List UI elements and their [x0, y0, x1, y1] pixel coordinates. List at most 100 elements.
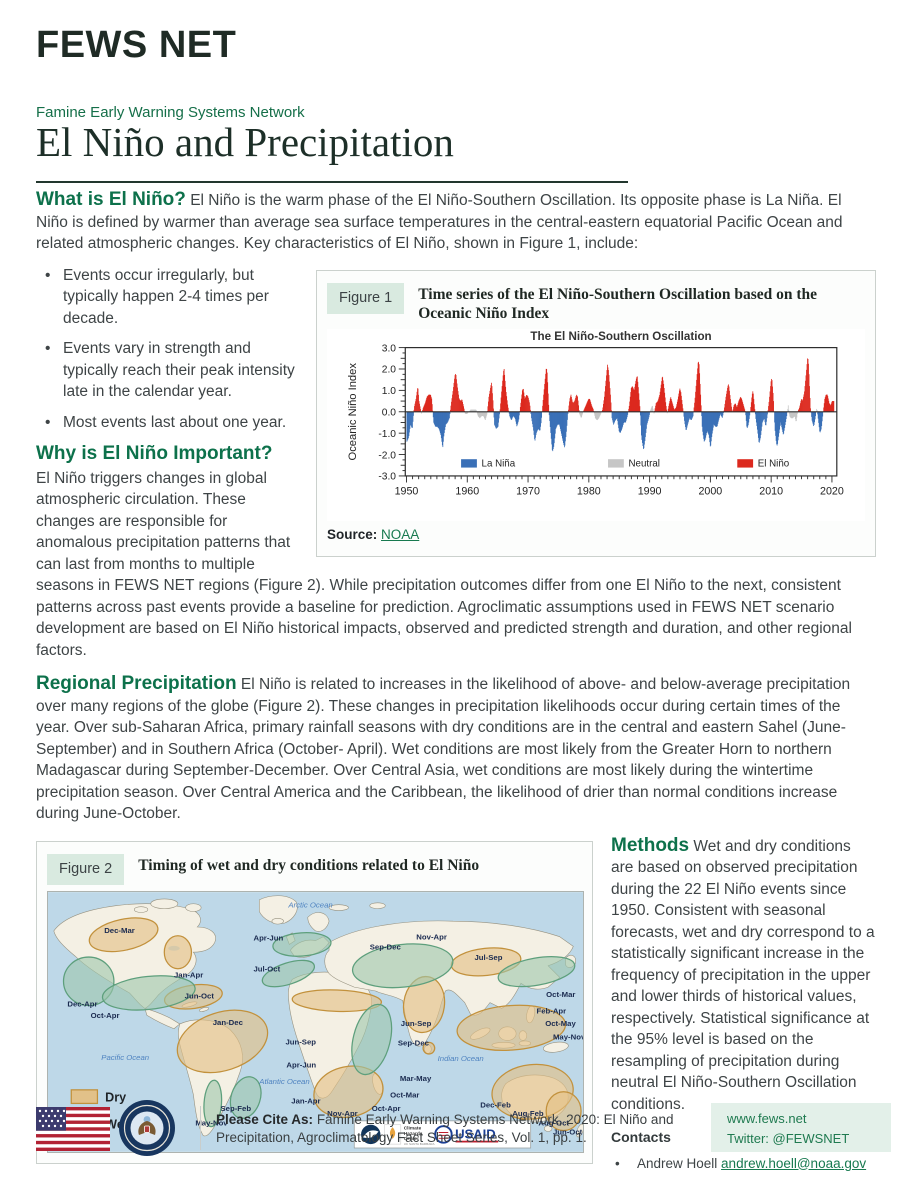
figure1-source: Source: NOAA [327, 524, 865, 546]
usaid-logo: USAID [455, 1126, 496, 1141]
svg-text:2000: 2000 [698, 485, 722, 497]
map-region-label: Jun-Oct [185, 992, 215, 1001]
why-text: El Niño triggers changes in global atmos… [36, 469, 852, 659]
svg-text:-2.0: -2.0 [378, 450, 396, 461]
contact-email-link[interactable]: andrew.hoell@noaa.gov [721, 1155, 867, 1171]
map-region-label: Jan-Apr [291, 1096, 320, 1105]
map-region-label: Oct-Mar [546, 990, 575, 999]
contacts-heading: Contacts [611, 1129, 671, 1145]
map-region-label: Feb-Apr [536, 1006, 566, 1015]
chc-label-3: Center [404, 1136, 419, 1142]
page-title: El Niño and Precipitation [36, 119, 454, 165]
legend-swatch [737, 458, 754, 468]
map-wet-region [261, 959, 316, 988]
regional-section: Regional Precipitation El Niño is relate… [36, 673, 876, 825]
figure2-header: Figure 2 Timing of wet and dry condition… [47, 853, 582, 885]
map-region-label: Dec-Mar [104, 926, 135, 935]
map-legend-swatch [70, 1089, 99, 1105]
footer-divider [200, 1106, 201, 1150]
citation-text: Famine Early Warning Systems Network, 20… [216, 1112, 674, 1145]
map-region-label: Nov-Apr [416, 933, 447, 942]
ocean-label: Indian Ocean [438, 1054, 484, 1063]
contacts-list: Andrew Hoell andrew.hoell@noaa.govLaura … [611, 1153, 876, 1178]
bullet-item: Events vary in strength and typically re… [36, 338, 876, 403]
fews-twitter-link[interactable]: Twitter: @FEWSNET [727, 1131, 850, 1146]
map-region-label: Jun-Sep [401, 1019, 432, 1028]
map-overlay: Arctic Ocean Pacific Ocean Atlantic Ocean I… [62, 901, 584, 1136]
legend-swatch [608, 458, 624, 468]
us-department-of-state-seal [119, 1100, 175, 1156]
svg-text:1980: 1980 [577, 485, 601, 497]
source-label: Source: [327, 527, 378, 542]
map-region-label: Sep-Feb [221, 1104, 252, 1113]
ocean-label: Pacific Ocean [101, 1053, 149, 1062]
regional-text: El Niño is related to increases in the l… [36, 676, 851, 822]
contact-item: Andrew Hoell andrew.hoell@noaa.gov [611, 1153, 876, 1175]
legend-label: Neutral [628, 458, 659, 469]
figure2-badge: Figure 2 [47, 853, 125, 885]
chc-sublabel: UC SANTA BARBARA [404, 1142, 436, 1146]
bullet-item: Events occur irregularly, but typically … [36, 265, 876, 330]
map-wet-region [203, 1079, 223, 1128]
svg-text:1950: 1950 [395, 485, 419, 497]
map-dry-region [176, 1009, 269, 1074]
map-region-label: May-Nov [553, 1032, 584, 1041]
map-wet-region [229, 1076, 262, 1119]
map-dry-region [313, 1065, 384, 1119]
map-wet-region [497, 956, 576, 988]
what-section: What is El Niño? El Niño is the warm pha… [36, 189, 876, 255]
why-heading: Why is El Niño Important? [36, 443, 273, 464]
map-region-label: Jun-Sep [285, 1037, 316, 1046]
svg-text:2020: 2020 [820, 485, 844, 497]
map-region-label: Oct-Mar [390, 1091, 419, 1100]
legend-label: El Niño [758, 458, 790, 469]
map-region-label: Dec-Apr [67, 999, 97, 1008]
map-region-label: Oct-Apr [91, 1011, 120, 1020]
us-flag-icon [36, 1107, 110, 1151]
citation-label: Please Cite As: [216, 1112, 314, 1127]
map-wet-region [101, 975, 196, 1011]
bullet-item: Most events last about one year. [36, 412, 876, 434]
chc-label-2: Hazards [404, 1131, 423, 1137]
map-dry-region [163, 935, 193, 970]
map-region-label: Jul-Oct [253, 965, 280, 974]
map-region-label: Apr-Jun [286, 1061, 316, 1070]
svg-text:-1.0: -1.0 [378, 428, 396, 439]
fews-website-link[interactable]: www.fews.net [727, 1111, 807, 1126]
map-wet-region [351, 1003, 393, 1076]
map-dry-region [88, 917, 159, 953]
legend-label: La Niña [482, 458, 516, 469]
map-region-label: Sep-Dec [398, 1038, 430, 1047]
map-region-label: May-Nov [195, 1119, 228, 1128]
map-region-label: Sep-Dec [370, 942, 402, 951]
ocean-label: Arctic Ocean [287, 901, 332, 910]
svg-text:2010: 2010 [759, 485, 783, 497]
map-region-label: Jul-Sep [474, 953, 502, 962]
map-region-label: Dec-Feb [480, 1100, 511, 1109]
map-region-label: Oct-Apr [372, 1104, 401, 1113]
map-region-label: Apr-Jun [253, 934, 283, 943]
right-column: Methods Wet and dry conditions are based… [611, 835, 876, 1178]
map-region-label: Jan-Apr [174, 970, 203, 979]
citation: Please Cite As: Famine Early Warning Sys… [216, 1111, 702, 1146]
chc-label-1: Climate [404, 1126, 422, 1132]
regional-heading: Regional Precipitation [36, 673, 237, 694]
map-dry-region [545, 1091, 582, 1132]
map-region-label: Nov-Apr [327, 1109, 358, 1118]
legend-swatch [461, 458, 477, 468]
map-dry-region [291, 989, 383, 1013]
noaa-source-link[interactable]: NOAA [381, 527, 420, 542]
map-logos: Climate Hazards Center UC SANTA BARBARA … [353, 1120, 532, 1149]
svg-text:1970: 1970 [516, 485, 540, 497]
main-content: What is El Niño? El Niño is the warm pha… [36, 189, 876, 1178]
methods-section: Methods Wet and dry conditions are based… [611, 835, 876, 1116]
map-wet-region [62, 956, 115, 1007]
figure2-title: Timing of wet and dry conditions related… [138, 856, 480, 874]
key-characteristics-list: Events occur irregularly, but typically … [36, 265, 876, 434]
map-region-label: Mar-May [400, 1074, 432, 1083]
map-region-label: Jun-Oct [553, 1127, 583, 1136]
map-dry-region [422, 1041, 436, 1055]
map-wet-region [351, 943, 454, 989]
map-region-label: Aug-Oct [538, 1119, 569, 1128]
